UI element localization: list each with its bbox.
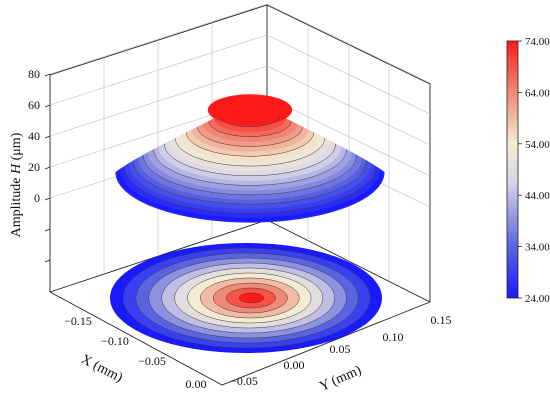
x-axis-label: X (mm)	[78, 352, 125, 386]
dome-contour-line	[133, 160, 367, 205]
z-tick-mark	[44, 166, 51, 170]
colorbar-tick-label: 34.00	[525, 242, 550, 254]
z-tick-label: 0	[34, 191, 40, 205]
right-wall-gridline	[266, 65, 431, 146]
dome-cap	[207, 94, 293, 126]
y-tick-label: 0.10	[383, 330, 404, 344]
z-tick-mark	[44, 228, 51, 232]
dome-rim	[115, 171, 385, 223]
dome-contour-line	[174, 138, 326, 167]
colorbar-tick-label: 44.00	[525, 190, 550, 202]
colorbar-tick-label: 54.00	[525, 139, 550, 151]
colorbar-tick-label: 74.00	[525, 36, 550, 48]
z-tick-label: 60	[28, 98, 40, 112]
colorbar-gradient	[506, 40, 519, 299]
colorbar-tick-label: 24.00	[525, 293, 550, 305]
dome-contour-line	[124, 166, 376, 214]
z-tick-label: 40	[28, 129, 40, 143]
z-axis-ticks: 0 20 40 60 80	[28, 67, 51, 263]
floor-front-edges	[49, 291, 431, 386]
contour-projection	[110, 243, 382, 353]
z-tick-label: 20	[28, 160, 40, 174]
y-tick-label: 0.05	[330, 342, 351, 356]
colorbar-ticks: 74.00 64.00 54.00 44.00 34.00 24.00	[518, 36, 550, 305]
y-axis-ticks: −0.05 0.00 0.05 0.10 0.15	[230, 313, 451, 388]
x-tick-label: −0.15	[64, 314, 92, 328]
x-tick-label: −0.05	[138, 354, 166, 368]
left-wall-gridline	[49, 34, 268, 106]
floor-back-right-edge	[266, 219, 431, 303]
z-tick-mark	[44, 135, 51, 139]
colorbar-tick-label: 64.00	[525, 87, 550, 99]
z-tick-mark	[44, 73, 51, 77]
z-tick-label: 80	[28, 67, 40, 81]
projection-contour-band	[238, 292, 265, 304]
colorbar: 74.00 64.00 54.00 44.00 34.00 24.00	[506, 36, 550, 305]
right-wall-gridline	[266, 96, 431, 177]
dome-contour-line	[197, 126, 303, 147]
right-wall-gridline	[266, 34, 431, 115]
z-tick-mark	[44, 197, 51, 201]
x-tick-label: 0.00	[186, 377, 207, 391]
dome-contour-line	[208, 121, 292, 137]
z-axis-label: Amplitude H (μm)	[9, 132, 24, 237]
z-tick-mark	[44, 259, 51, 263]
y-tick-label: 0.15	[431, 313, 452, 327]
left-wall-gridline	[49, 3, 268, 75]
y-tick-label: 0.00	[284, 358, 305, 372]
dome-contour-line	[186, 132, 314, 157]
y-tick-label: −0.05	[230, 374, 258, 388]
dome-contour-line	[219, 115, 281, 128]
z-tick-mark	[44, 104, 51, 108]
x-axis-ticks: −0.15 −0.10 −0.05 0.00	[64, 314, 206, 391]
y-axis-label: Y (mm)	[317, 363, 364, 395]
surface-dome	[115, 94, 385, 223]
left-wall-gridline	[49, 65, 268, 137]
right-wall-gridline	[266, 3, 431, 84]
x-tick-label: −0.10	[101, 334, 129, 348]
dome-contour-line	[143, 155, 357, 196]
back-right-wall	[266, 4, 431, 302]
dome-contour-line	[164, 143, 336, 176]
